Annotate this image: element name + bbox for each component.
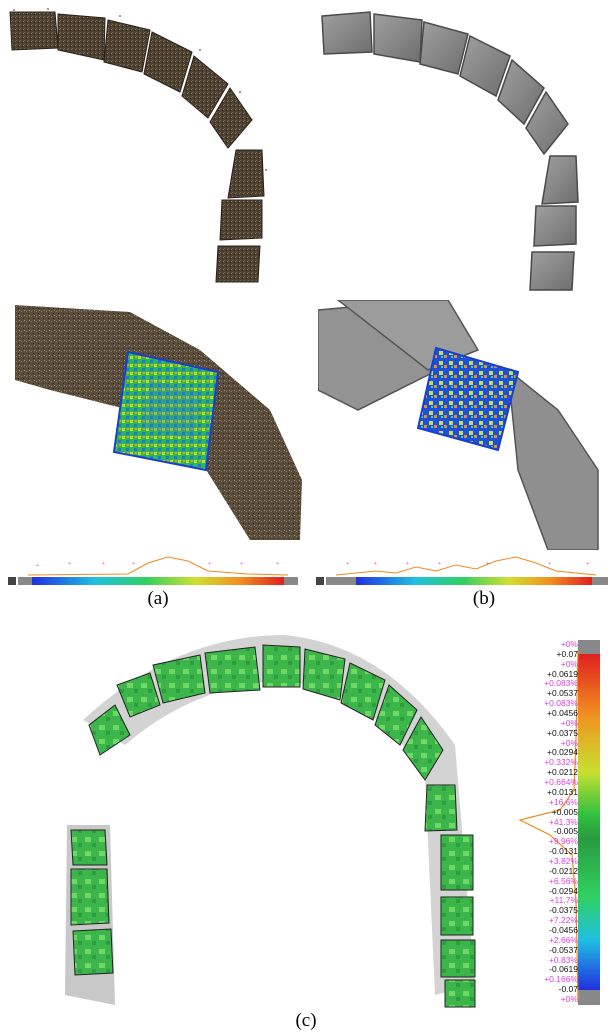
histogram-colorbar-a: + + + + + + + xyxy=(8,556,298,585)
colorbar-percent-label: +0% xyxy=(560,717,578,728)
colorbar-value-label: +0.0131 xyxy=(547,786,578,797)
colorbar-value-label: +0.0294 xyxy=(547,747,578,758)
deviation-map-image xyxy=(65,635,476,1008)
colorbar-value-label: -0.0294 xyxy=(549,885,578,896)
colorbar-percent-label: +0% xyxy=(560,994,578,1004)
svg-text:+: + xyxy=(438,561,441,567)
colorbar-gradient xyxy=(578,640,600,1005)
colorbar-percent-label: +7.22% xyxy=(548,915,578,926)
svg-text:+: + xyxy=(276,561,279,567)
svg-text:+: + xyxy=(132,561,135,567)
colorbar-value-label: -0.0537 xyxy=(549,944,578,955)
mesh-zoom-image xyxy=(318,300,599,550)
svg-text:+: + xyxy=(68,561,71,567)
colorbar-percent-label: +0.083% xyxy=(544,678,578,689)
histogram-colorbar-b: + + + + + + + xyxy=(316,556,608,585)
svg-text:+: + xyxy=(586,561,589,567)
colorbar-percent-label: +11.7% xyxy=(549,895,578,906)
svg-text:+: + xyxy=(486,561,489,567)
colorbar-percent-label: +0.083% xyxy=(544,698,578,709)
caption-a: (a) xyxy=(147,588,169,609)
colorbar-percent-label: +3.82% xyxy=(548,855,578,866)
colorbar-value-label: -0.0456 xyxy=(549,924,578,935)
arch-pointcloud-image xyxy=(9,8,267,283)
svg-text:+: + xyxy=(208,561,211,567)
colorbar-c: +0% +0.07 +0% +0.0619 +0.083% +0.0537 +0.083% +… xyxy=(500,640,610,1005)
colorbar-percent-label: +9.96% xyxy=(548,836,578,847)
colorbar-value-label: +0.0375 xyxy=(547,727,578,738)
colorbar-value-label: -0.0212 xyxy=(549,865,578,876)
caption-c: (c) xyxy=(295,1010,317,1031)
colorbar-histogram xyxy=(518,649,579,1001)
svg-text:+: + xyxy=(406,561,409,567)
colorbar-percent-label: +0% xyxy=(560,639,578,649)
colorbar-value-label: +0.0212 xyxy=(547,767,578,778)
colorbar-value-label: +0.07 xyxy=(556,648,578,659)
colorbar-value-label: -0.005 xyxy=(553,826,578,837)
svg-text:+: + xyxy=(36,563,39,569)
colorbar-value-label: +0.0537 xyxy=(547,688,578,699)
colorbar-percent-label: +0.83% xyxy=(548,954,578,965)
svg-text:+: + xyxy=(346,561,349,567)
colorbar-percent-label: +2.66% xyxy=(548,934,578,945)
svg-text:+: + xyxy=(374,561,377,567)
arch-mesh-image xyxy=(321,11,579,291)
colorbar-percent-label: +6.56% xyxy=(548,875,578,886)
colorbar-percent-label: +0.664% xyxy=(544,777,578,788)
colorbar-value-label: -0.0131 xyxy=(549,846,578,857)
colorbar-percent-label: +0% xyxy=(560,737,578,748)
colorbar-value-label: -0.0619 xyxy=(549,964,578,975)
debug-points xyxy=(13,8,267,171)
colorbar-value-label: -0.0375 xyxy=(549,905,578,916)
svg-text:+: + xyxy=(102,561,105,567)
colorbar-percent-label: +41.3% xyxy=(548,816,578,827)
svg-text:+: + xyxy=(548,561,551,567)
colorbar-value-label: -0.07 xyxy=(558,984,578,995)
colorbar-value-label: +0.0456 xyxy=(547,708,578,719)
pointcloud-zoom-image xyxy=(15,305,302,540)
colorbar-percent-label: +0.332% xyxy=(544,757,578,768)
colorbar-percent-label: +16.6% xyxy=(548,796,578,807)
colorbar-percent-label: +0% xyxy=(560,658,578,669)
svg-text:+: + xyxy=(240,561,243,567)
colorbar-value-label: +0.005 xyxy=(551,806,578,817)
colorbar-value-label: +0.0619 xyxy=(547,668,578,679)
caption-b: (b) xyxy=(472,588,496,609)
colorbar-percent-label: +0.166% xyxy=(544,974,578,985)
